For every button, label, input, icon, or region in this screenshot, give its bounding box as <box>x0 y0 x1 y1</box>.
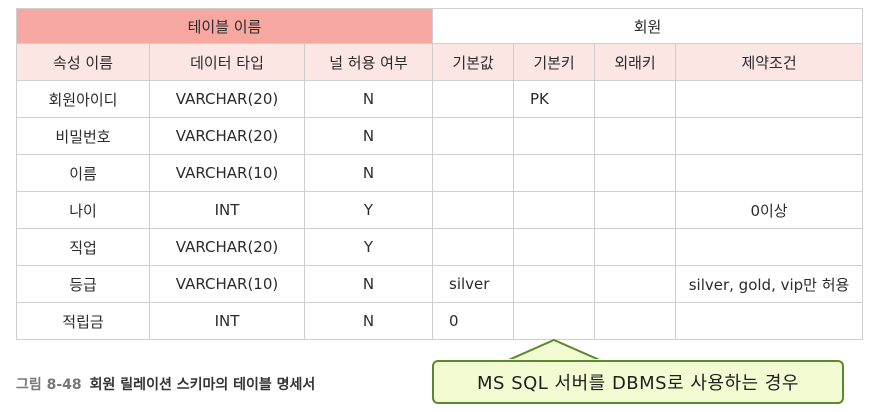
cell-attribute-name: 나이 <box>16 191 150 229</box>
cell-default: silver <box>432 265 515 303</box>
callout-note: MS SQL 서버를 DBMS로 사용하는 경우 <box>432 360 844 404</box>
cell-constraint <box>675 117 864 155</box>
cell-primary-key <box>513 265 596 303</box>
cell-data-type: INT <box>149 191 305 229</box>
header-primary-key: 기본키 <box>513 43 596 81</box>
cell-foreign-key <box>594 265 677 303</box>
cell-default <box>432 154 515 192</box>
table-row: 비밀번호 VARCHAR(20) N <box>16 117 864 155</box>
table-row: 직업 VARCHAR(20) Y <box>16 228 864 266</box>
cell-default <box>432 117 515 155</box>
cell-primary-key: PK <box>513 80 596 118</box>
cell-attribute-name: 적립금 <box>16 302 150 340</box>
table-row: 나이 INT Y 0이상 <box>16 191 864 229</box>
cell-data-type: VARCHAR(10) <box>149 265 305 303</box>
cell-nullable: Y <box>303 228 434 266</box>
header-default: 기본값 <box>432 43 515 81</box>
cell-attribute-name: 회원아이디 <box>16 80 150 118</box>
cell-nullable: N <box>303 265 434 303</box>
table-header-row: 속성 이름 데이터 타입 널 허용 여부 기본값 기본키 외래키 제약조건 <box>16 43 864 81</box>
cell-data-type: VARCHAR(20) <box>149 80 305 118</box>
cell-nullable: N <box>303 117 434 155</box>
cell-attribute-name: 비밀번호 <box>16 117 150 155</box>
table-name-value: 회원 <box>432 8 864 44</box>
table-row: 회원아이디 VARCHAR(20) N PK <box>16 80 864 118</box>
table-row: 등급 VARCHAR(10) N silver silver, gold, vi… <box>16 265 864 303</box>
cell-constraint <box>675 80 864 118</box>
header-attribute-name: 속성 이름 <box>16 43 150 81</box>
cell-data-type: INT <box>149 302 305 340</box>
cell-constraint: 0이상 <box>675 191 864 229</box>
cell-constraint: silver, gold, vip만 허용 <box>675 265 864 303</box>
figure-caption: 그림 8-48 회원 릴레이션 스키마의 테이블 명세서 <box>16 374 315 394</box>
header-foreign-key: 외래키 <box>594 43 677 81</box>
cell-primary-key <box>513 154 596 192</box>
cell-foreign-key <box>594 80 677 118</box>
cell-attribute-name: 이름 <box>16 154 150 192</box>
cell-default <box>432 80 515 118</box>
cell-attribute-name: 직업 <box>16 228 150 266</box>
header-data-type: 데이터 타입 <box>149 43 305 81</box>
cell-data-type: VARCHAR(10) <box>149 154 305 192</box>
cell-data-type: VARCHAR(20) <box>149 228 305 266</box>
header-nullable: 널 허용 여부 <box>303 43 434 81</box>
cell-default <box>432 191 515 229</box>
cell-constraint <box>675 302 864 340</box>
table-row: 적립금 INT N 0 <box>16 302 864 340</box>
cell-primary-key <box>513 117 596 155</box>
figure-caption-text: 회원 릴레이션 스키마의 테이블 명세서 <box>89 377 316 393</box>
cell-data-type: VARCHAR(20) <box>149 117 305 155</box>
cell-foreign-key <box>594 191 677 229</box>
cell-nullable: Y <box>303 191 434 229</box>
figure-number: 그림 8-48 <box>16 377 82 393</box>
cell-primary-key <box>513 228 596 266</box>
cell-primary-key <box>513 191 596 229</box>
cell-nullable: N <box>303 302 434 340</box>
cell-default <box>432 228 515 266</box>
cell-constraint <box>675 154 864 192</box>
table-spec: 테이블 이름 회원 속성 이름 데이터 타입 널 허용 여부 기본값 기본키 외… <box>15 8 864 340</box>
cell-attribute-name: 등급 <box>16 265 150 303</box>
cell-nullable: N <box>303 154 434 192</box>
table-name-label: 테이블 이름 <box>15 8 434 44</box>
cell-constraint <box>675 228 864 266</box>
cell-foreign-key <box>594 154 677 192</box>
table-row: 이름 VARCHAR(10) N <box>16 154 864 192</box>
table-title-row: 테이블 이름 회원 <box>15 8 864 44</box>
cell-primary-key <box>513 302 596 340</box>
cell-default: 0 <box>432 302 515 340</box>
callout-pointer <box>504 338 604 362</box>
cell-foreign-key <box>594 228 677 266</box>
callout-text: MS SQL 서버를 DBMS로 사용하는 경우 <box>477 373 799 394</box>
cell-foreign-key <box>594 117 677 155</box>
cell-foreign-key <box>594 302 677 340</box>
cell-nullable: N <box>303 80 434 118</box>
header-constraint: 제약조건 <box>675 43 864 81</box>
